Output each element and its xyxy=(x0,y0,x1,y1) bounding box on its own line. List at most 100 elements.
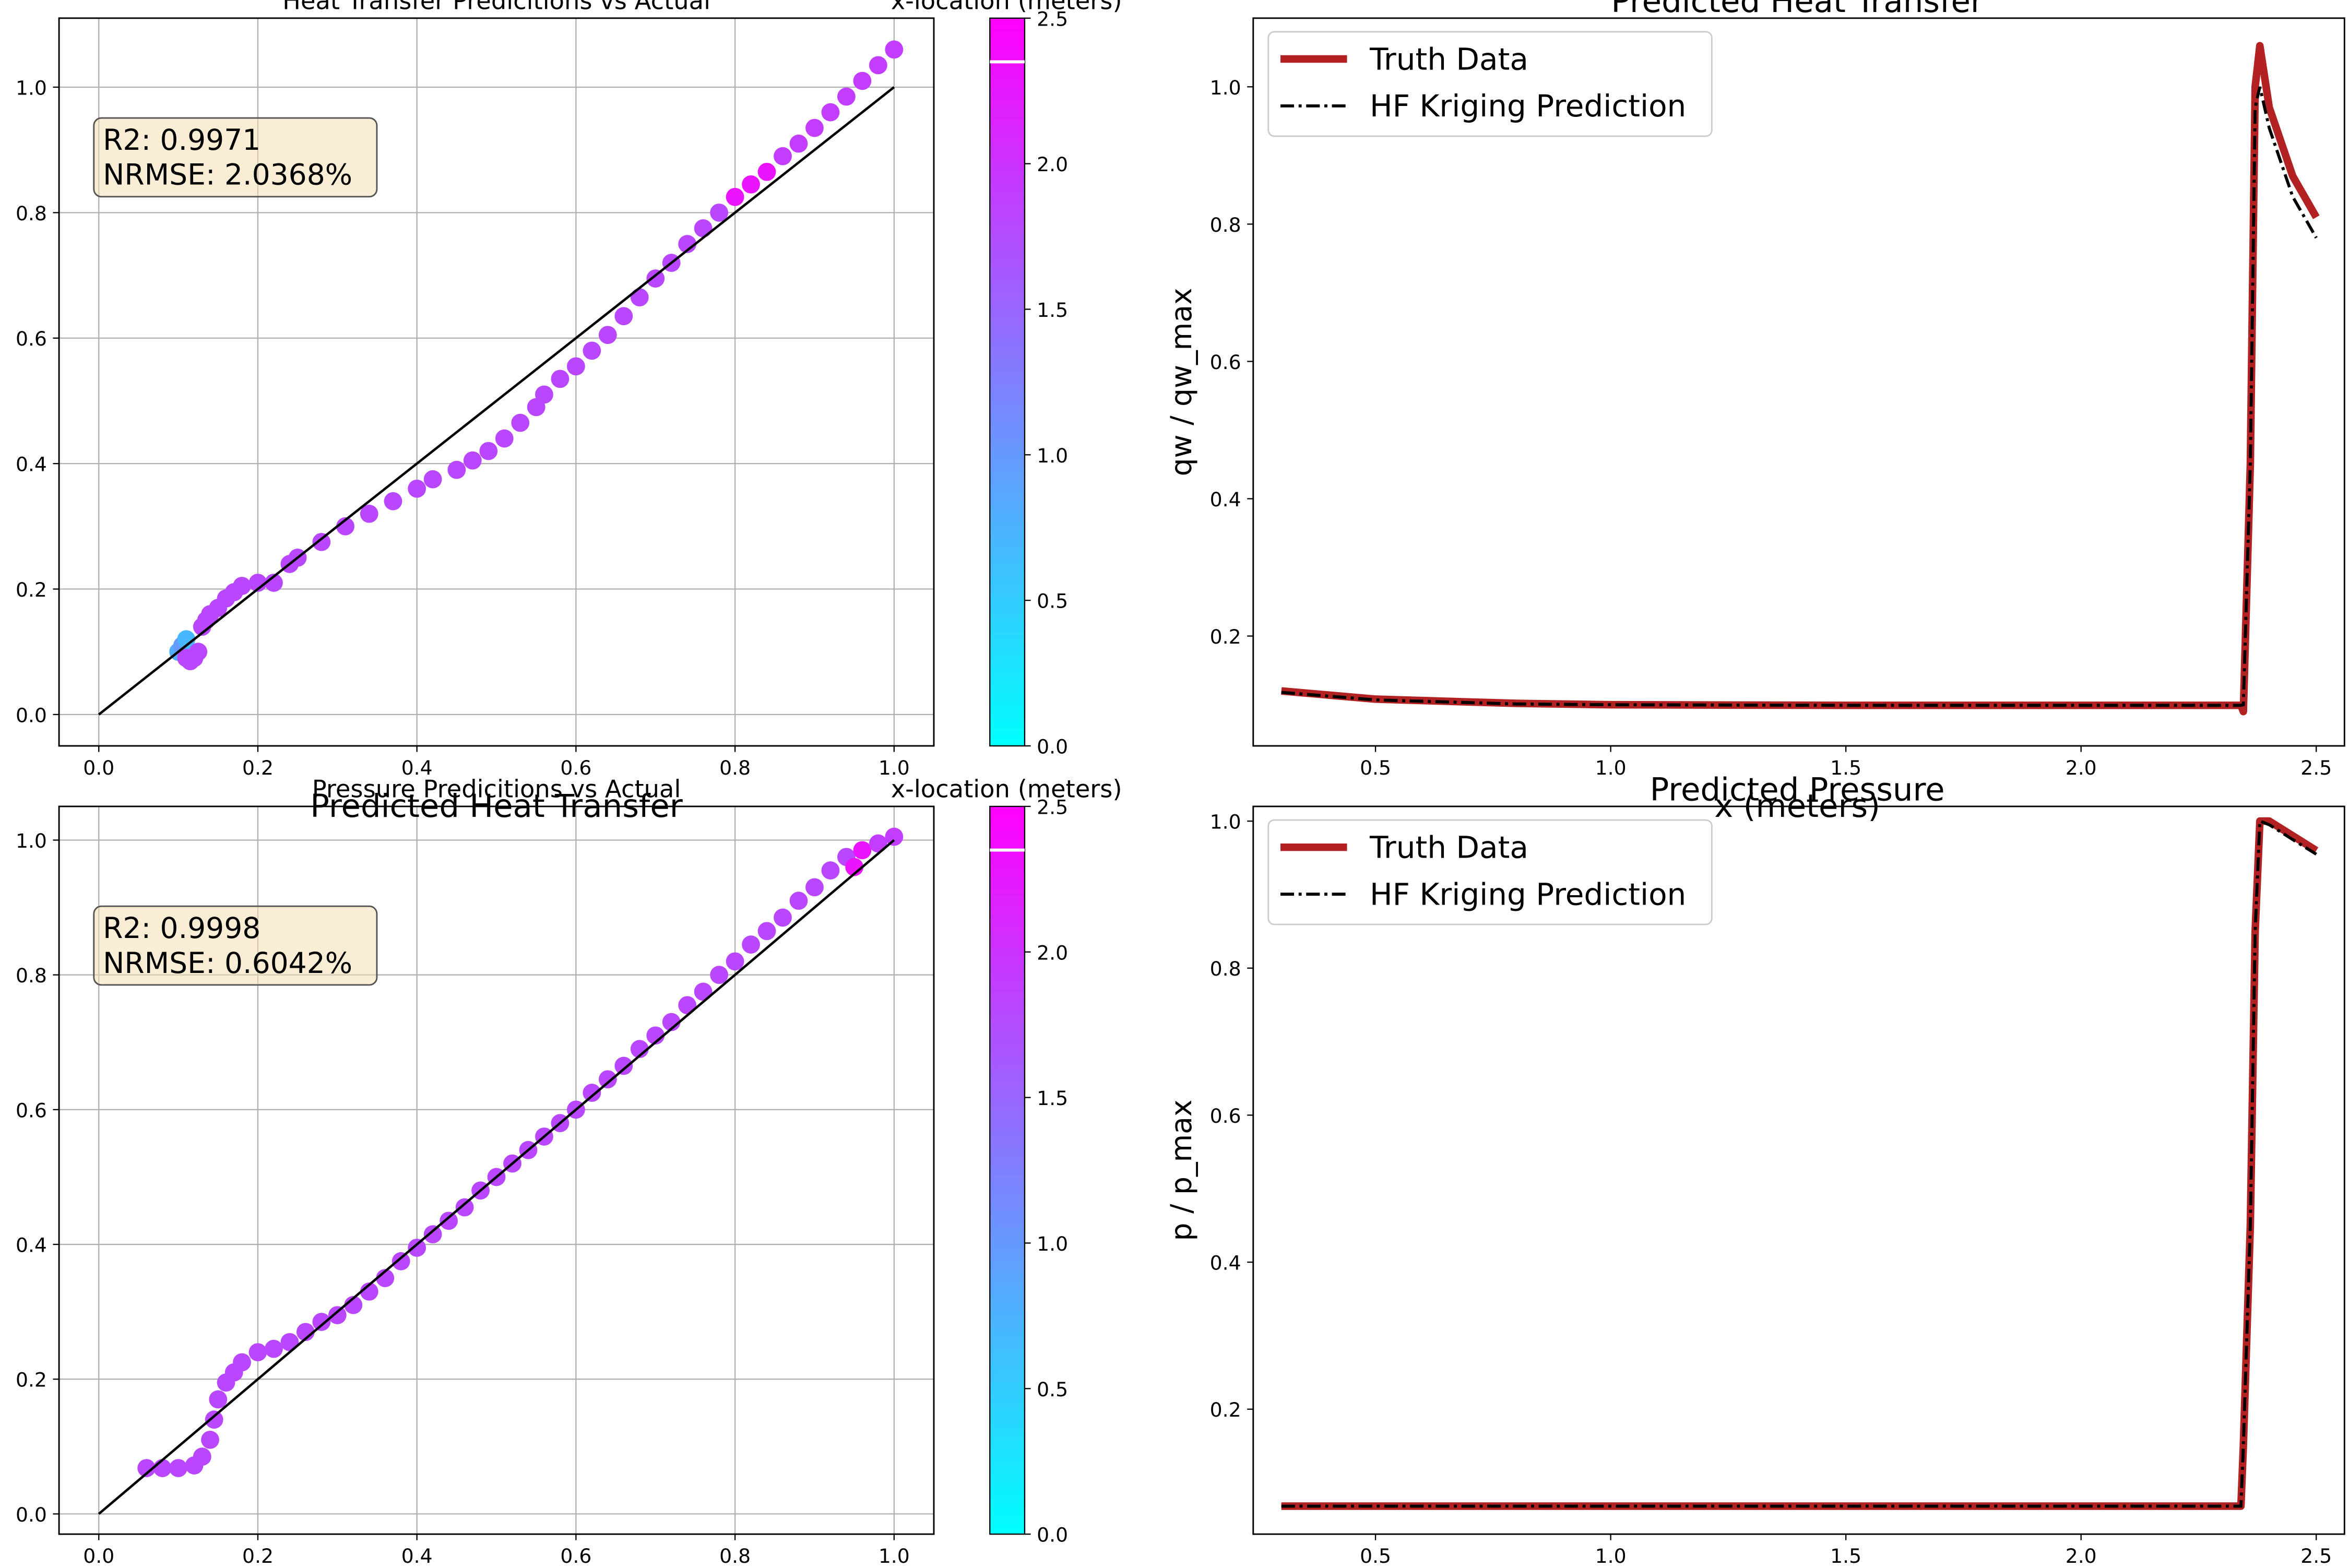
scatter-point xyxy=(296,1323,315,1341)
scatter-point xyxy=(726,952,744,971)
reference-line xyxy=(98,839,895,1515)
scatter-point xyxy=(248,1343,267,1361)
r2-text: R2: 0.9998 xyxy=(103,911,260,945)
chart-title: Predicted Heat Transfer xyxy=(1611,0,1984,20)
scatter-point xyxy=(646,269,665,288)
scatter-point xyxy=(392,1252,410,1270)
y-axis-label: p / p_max xyxy=(1165,1100,1198,1241)
x-tick-label: 1.0 xyxy=(1595,1545,1627,1566)
scatter-point xyxy=(312,1313,331,1331)
legend-frame xyxy=(1267,31,1713,137)
colorbar: 0.0 0.5 1.0 1.5 2.0 2.5x-location (meters) xyxy=(891,0,1122,758)
x-tick-label: 0.5 xyxy=(1360,1545,1391,1566)
colorbar-tick-label: 2.5 xyxy=(1037,7,1068,30)
plot-area xyxy=(98,40,904,716)
x-tick-label: 0.2 xyxy=(242,756,274,779)
x-tick-label: 0.2 xyxy=(242,1545,274,1566)
y-tick-label: 0.4 xyxy=(16,453,47,476)
scatter-point xyxy=(630,288,649,307)
scatter-point xyxy=(495,429,514,448)
colorbar-tick-label: 2.0 xyxy=(1037,153,1068,176)
y-tick-label: 0.6 xyxy=(16,1099,47,1122)
legend-label: Truth Data xyxy=(1369,41,1528,77)
x-tick-label: 0.5 xyxy=(1360,756,1391,779)
y-tick-label: 0.2 xyxy=(1210,1398,1241,1421)
scatter-point xyxy=(774,147,792,165)
r2-text: R2: 0.9971 xyxy=(103,123,260,157)
scatter-point xyxy=(440,1211,458,1230)
chart-1: 0.0 0.2 0.4 0.6 0.8 1.0 0.0 0.2 0.4 0.6 0.8 1.0 R2: … xyxy=(16,0,1122,779)
scatter-point xyxy=(853,841,872,860)
y-tick-label: 0.6 xyxy=(1210,351,1241,374)
series-line-truth xyxy=(1281,42,2320,716)
scatter-point xyxy=(614,1056,633,1075)
colorbar-fill xyxy=(990,18,1025,746)
scatter-point xyxy=(551,370,570,388)
scatter-point xyxy=(169,1459,188,1478)
x-tick-label: 2.5 xyxy=(2300,756,2332,779)
scatter-point xyxy=(885,40,904,59)
nrmse-text: NRMSE: 2.0368% xyxy=(103,158,352,192)
scatter-point xyxy=(280,1333,299,1351)
scatter-point xyxy=(662,1013,681,1031)
scatter-point xyxy=(805,878,824,897)
scatter-point xyxy=(583,341,601,360)
scatter-point xyxy=(821,103,840,122)
scatter-point xyxy=(598,326,617,345)
scatter-point xyxy=(193,1447,211,1466)
axes-frame xyxy=(58,805,935,1535)
scatter-point xyxy=(630,1040,649,1059)
legend: Truth Data HF Kriging Prediction xyxy=(1267,31,1713,137)
scatter-point xyxy=(201,1431,219,1449)
colorbar-label: x-location (meters) xyxy=(891,0,1122,15)
x-tick-label: 1.5 xyxy=(1830,1545,1861,1566)
overlapping-title: Predicted Heat Transfer xyxy=(310,788,683,825)
scatter-point xyxy=(598,1070,617,1089)
scatter-point xyxy=(177,630,196,649)
scatter-point xyxy=(360,504,378,523)
colorbar-frame xyxy=(989,805,1026,1535)
x-tick-label: 1.0 xyxy=(879,1545,910,1566)
scatter-point xyxy=(821,861,840,880)
x-tick-label: 0.6 xyxy=(560,1545,591,1566)
scatter-point xyxy=(845,858,864,876)
colorbar-tick-label: 0.0 xyxy=(1037,735,1068,758)
legend-label: Truth Data xyxy=(1369,829,1528,865)
y-tick-label: 0.2 xyxy=(1210,625,1241,648)
x-tick-label: 0.0 xyxy=(83,756,114,779)
x-tick-label: 1.5 xyxy=(1830,756,1861,779)
nrmse-text: NRMSE: 0.6042% xyxy=(103,946,352,980)
scatter-point xyxy=(328,1306,347,1324)
scatter-point xyxy=(710,203,729,222)
scatter-point xyxy=(789,134,808,153)
y-tick-label: 1.0 xyxy=(16,76,47,99)
scatter-point xyxy=(837,87,856,106)
y-axis-label: qw / qw_max xyxy=(1165,288,1198,476)
scatter-point xyxy=(344,1296,363,1314)
plot-area xyxy=(1281,817,2319,1510)
colorbar-tick-label: 0.5 xyxy=(1037,590,1068,613)
colorbar-fill xyxy=(990,806,1025,1535)
axes-frame xyxy=(1252,805,2345,1535)
y-tick-label: 1.0 xyxy=(16,829,47,852)
scatter-point xyxy=(336,517,354,536)
scatter-point xyxy=(869,56,887,75)
y-tick-label: 0.4 xyxy=(1210,488,1241,511)
colorbar-tick-label: 1.0 xyxy=(1037,444,1068,467)
y-tick-label: 0.8 xyxy=(1210,213,1241,236)
chart-title: Predicted Pressure xyxy=(1650,771,1945,808)
y-tick-label: 0.2 xyxy=(16,578,47,601)
colorbar-tick-label: 1.5 xyxy=(1037,1087,1068,1110)
x-tick-label: 0.8 xyxy=(719,756,751,779)
scatter-point xyxy=(447,460,466,479)
x-tick-label: 0.4 xyxy=(401,756,433,779)
colorbar-tick-label: 0.5 xyxy=(1037,1378,1068,1401)
colorbar-tick-label: 1.0 xyxy=(1037,1232,1068,1255)
chart-title: Heat Transfer Predicitions vs Actual xyxy=(282,0,710,15)
colorbar-tick-label: 2.5 xyxy=(1037,795,1068,818)
y-tick-label: 0.0 xyxy=(16,704,47,727)
scatter-point xyxy=(646,1026,665,1045)
scatter-point xyxy=(189,643,208,661)
y-tick-label: 0.4 xyxy=(16,1234,47,1257)
scatter-point xyxy=(694,982,713,1001)
